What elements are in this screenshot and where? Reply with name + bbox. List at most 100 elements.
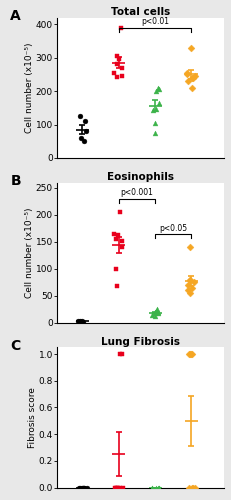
Point (81, 317, 84, 325)
Text: p<0.01: p<0.01 (141, 18, 169, 26)
Point (188, 243, 192, 251)
Point (190, 350, 194, 358)
Point (158, 99, 161, 107)
Point (115, 484, 119, 492)
Point (116, 484, 120, 492)
Point (156, 484, 160, 492)
Point (150, 310, 153, 318)
Point (193, 72, 197, 80)
Point (84, 127, 88, 135)
Point (153, 129, 156, 137)
Point (115, 60, 119, 68)
Point (189, 350, 192, 358)
Point (153, 119, 157, 127)
Point (119, 24, 123, 32)
Point (79, 317, 82, 325)
Point (154, 87, 157, 95)
Point (189, 44, 193, 52)
Point (114, 235, 118, 243)
Point (154, 312, 157, 320)
Point (113, 484, 117, 492)
Point (78, 112, 82, 120)
Point (78, 484, 81, 492)
Point (114, 484, 118, 492)
Point (187, 484, 190, 492)
Point (188, 289, 192, 297)
Point (150, 484, 154, 492)
Point (115, 73, 119, 81)
Point (154, 484, 158, 492)
Y-axis label: Cell number (x10⁻⁵): Cell number (x10⁻⁵) (25, 42, 34, 133)
Point (151, 484, 154, 492)
Point (150, 484, 154, 492)
Point (117, 56, 120, 64)
Point (156, 309, 160, 317)
Point (190, 484, 194, 492)
Point (193, 484, 197, 492)
Point (190, 84, 193, 92)
Text: A: A (10, 10, 21, 24)
Text: p<0.05: p<0.05 (159, 224, 187, 232)
Point (120, 237, 124, 245)
Point (119, 208, 122, 216)
Point (188, 350, 192, 358)
Point (120, 243, 124, 251)
Point (185, 70, 189, 78)
Point (81, 318, 85, 326)
Title: Lung Fibrosis: Lung Fibrosis (101, 336, 180, 346)
Point (113, 69, 116, 77)
Point (82, 484, 85, 492)
Point (155, 306, 159, 314)
Y-axis label: Fibrosis score: Fibrosis score (28, 387, 37, 448)
Point (157, 484, 161, 492)
Point (79, 134, 83, 142)
Point (157, 484, 161, 492)
Point (115, 52, 119, 60)
Point (187, 77, 190, 85)
Point (121, 484, 125, 492)
Title: Total cells: Total cells (111, 7, 170, 17)
Y-axis label: Cell number (x10⁻⁵): Cell number (x10⁻⁵) (25, 208, 34, 298)
Point (119, 484, 122, 492)
Point (120, 350, 124, 358)
Point (116, 232, 119, 239)
Point (82, 484, 85, 492)
Point (81, 484, 85, 492)
Point (191, 74, 194, 82)
Point (76, 316, 80, 324)
Text: p<0.001: p<0.001 (121, 188, 153, 198)
Point (153, 309, 157, 317)
Text: C: C (10, 339, 21, 353)
Point (120, 64, 123, 72)
Point (115, 282, 119, 290)
Point (82, 137, 85, 145)
Point (78, 318, 82, 326)
Point (114, 265, 118, 273)
Point (191, 74, 194, 82)
Text: B: B (10, 174, 21, 188)
Point (186, 281, 189, 289)
Point (157, 484, 161, 492)
Point (120, 72, 124, 80)
Point (82, 484, 86, 492)
Point (191, 484, 195, 492)
Point (185, 69, 189, 77)
Point (192, 278, 196, 286)
Point (78, 484, 82, 492)
Point (83, 117, 87, 125)
Point (151, 106, 155, 114)
Point (153, 308, 157, 316)
Point (156, 84, 159, 92)
Point (80, 484, 84, 492)
Title: Eosinophils: Eosinophils (107, 172, 174, 182)
Point (154, 104, 158, 112)
Point (112, 230, 116, 238)
Point (85, 484, 88, 492)
Point (188, 276, 192, 283)
Point (186, 286, 190, 294)
Point (190, 284, 194, 292)
Point (155, 307, 158, 315)
Point (156, 308, 160, 316)
Point (187, 350, 191, 358)
Point (188, 276, 192, 283)
